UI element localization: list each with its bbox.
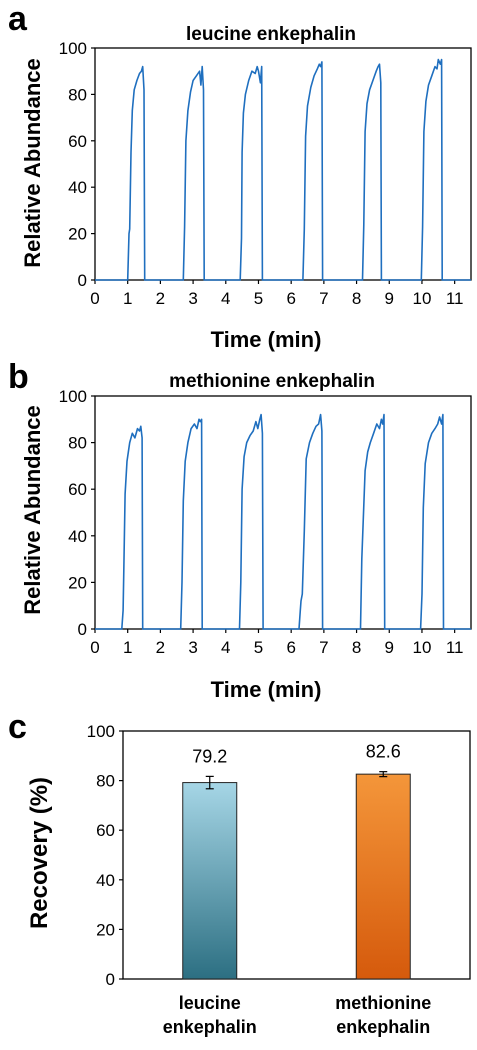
panel-a-x-tick-label: 11 bbox=[446, 289, 464, 308]
panel-a-x-tick-label: 10 bbox=[412, 289, 431, 308]
category-label: methionine bbox=[335, 993, 431, 1013]
bar-methionine-enkephalin bbox=[355, 773, 411, 980]
panel-a-x-tick-label: 8 bbox=[352, 289, 361, 308]
panel-b-y-tick-label: 20 bbox=[68, 573, 87, 592]
panel-a-x-tick-label: 3 bbox=[188, 289, 197, 308]
panel-a-y-tick-label: 40 bbox=[68, 178, 87, 197]
panel-a-x-tick-label: 7 bbox=[319, 289, 328, 308]
panel-a-x-tick-label: 0 bbox=[90, 289, 99, 308]
panel-a-y-tick-label: 60 bbox=[68, 132, 87, 151]
panel-c-y-tick-label: 20 bbox=[96, 920, 115, 939]
panel-b-y-tick-label: 0 bbox=[78, 620, 87, 639]
panel-b-title: methionine enkephalin bbox=[169, 371, 375, 392]
panel-a-plot-frame bbox=[94, 47, 472, 281]
panel-a-x-tick-label: 2 bbox=[156, 289, 165, 308]
panel-c-y-tick-label: 40 bbox=[96, 871, 115, 890]
panel-letter-c: c bbox=[8, 708, 27, 746]
panel-letter-a: a bbox=[8, 0, 28, 38]
panel-a: a leucine enkephalin Relative Abundance … bbox=[8, 0, 472, 352]
panel-a-y-tick-label: 20 bbox=[68, 225, 87, 244]
panel-c-y-tick-label: 100 bbox=[87, 722, 115, 741]
panel-a-x-tick-label: 4 bbox=[221, 289, 230, 308]
panel-a-y-tick-label: 100 bbox=[59, 39, 87, 58]
panel-b-x-tick-label: 5 bbox=[254, 638, 263, 657]
panel-b-x-tick-label: 3 bbox=[188, 638, 197, 657]
panel-b-y-tick-label: 40 bbox=[68, 527, 87, 546]
panel-a-trace-line bbox=[95, 58, 471, 281]
panel-b-x-tick-label: 10 bbox=[412, 638, 431, 657]
panel-a-y-tick-label: 0 bbox=[78, 271, 87, 290]
panel-c: c Recovery (%) 0 20 40 60 80 100 79.2 leucine en… bbox=[8, 708, 471, 1037]
panel-b-y-tick-label: 100 bbox=[59, 387, 87, 406]
panel-a-x-axis-label: Time (min) bbox=[211, 327, 322, 352]
panel-b-x-axis-label: Time (min) bbox=[211, 677, 322, 702]
panel-a-plot: 0 20 40 60 80 100 0 1 2 3 4 5 6 7 8 9 10 11 bbox=[59, 39, 472, 308]
panel-b-x-tick-label: 4 bbox=[221, 638, 230, 657]
panel-a-title: leucine enkephalin bbox=[186, 24, 356, 45]
panel-a-y-tick-label: 80 bbox=[68, 85, 87, 104]
category-label: leucine bbox=[179, 993, 241, 1013]
panel-a-x-tick-label: 5 bbox=[254, 289, 263, 308]
bar-leucine-enkephalin bbox=[182, 782, 238, 980]
panel-b-x-tick-label: 11 bbox=[446, 638, 464, 657]
panel-c-y-tick-label: 80 bbox=[96, 772, 115, 791]
bar-value-label: 82.6 bbox=[366, 742, 401, 762]
panel-a-x-tick-label: 1 bbox=[123, 289, 132, 308]
panel-letter-b: b bbox=[8, 358, 29, 396]
panel-b-x-tick-label: 1 bbox=[123, 638, 132, 657]
panel-a-x-tick-label: 9 bbox=[385, 289, 394, 308]
panel-c-plot: 0 20 40 60 80 100 79.2 leucine enkephalin 82.6 met… bbox=[87, 722, 471, 1037]
panel-b-x-tick-label: 9 bbox=[385, 638, 394, 657]
panel-b: b methionine enkephalin Relative Abundan… bbox=[8, 358, 472, 702]
panel-c-y-axis-label: Recovery (%) bbox=[26, 777, 53, 929]
panel-b-y-axis-label: Relative Abundance bbox=[20, 405, 45, 614]
panel-b-x-tick-label: 6 bbox=[286, 638, 295, 657]
panel-a-x-tick-label: 6 bbox=[286, 289, 295, 308]
panel-c-plot-frame bbox=[122, 730, 471, 980]
panel-b-y-tick-label: 60 bbox=[68, 480, 87, 499]
panel-b-plot-frame bbox=[94, 395, 472, 630]
panel-b-plot: 0 20 40 60 80 100 0 1 2 3 4 5 6 7 8 9 10 11 bbox=[59, 387, 472, 657]
panel-b-x-tick-label: 2 bbox=[156, 638, 165, 657]
panel-c-y-tick-label: 0 bbox=[106, 970, 115, 989]
category-label: enkephalin bbox=[163, 1017, 257, 1037]
panel-b-x-tick-label: 7 bbox=[319, 638, 328, 657]
panel-a-y-axis-label: Relative Abundance bbox=[20, 58, 45, 267]
panel-b-x-tick-label: 0 bbox=[90, 638, 99, 657]
bar-value-label: 79.2 bbox=[192, 746, 227, 766]
category-label: enkephalin bbox=[336, 1017, 430, 1037]
panel-b-trace-line bbox=[95, 413, 471, 630]
panel-b-x-tick-label: 8 bbox=[352, 638, 361, 657]
panel-b-y-tick-label: 80 bbox=[68, 434, 87, 453]
panel-c-y-tick-label: 60 bbox=[96, 821, 115, 840]
